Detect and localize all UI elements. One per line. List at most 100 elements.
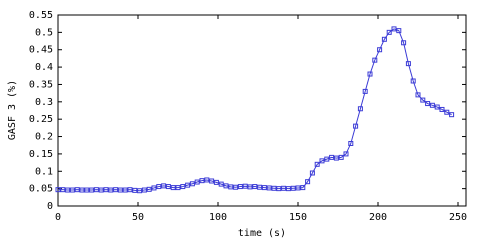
data-point bbox=[165, 184, 171, 190]
data-point bbox=[429, 102, 435, 108]
data-point bbox=[276, 186, 282, 192]
data-point bbox=[98, 187, 104, 193]
data-point bbox=[386, 29, 392, 35]
data-point bbox=[252, 184, 258, 190]
data-point bbox=[132, 187, 138, 193]
data-point bbox=[271, 185, 277, 191]
data-point bbox=[170, 185, 176, 191]
data-point bbox=[84, 187, 90, 193]
data-point bbox=[146, 186, 152, 192]
data-point bbox=[439, 106, 445, 112]
data-point bbox=[357, 106, 363, 112]
data-point bbox=[324, 156, 330, 162]
y-axis-label: GASF 3 (%) bbox=[7, 80, 18, 140]
y-tick-label: 0.15 bbox=[29, 149, 53, 160]
x-tick-label: 200 bbox=[369, 212, 387, 223]
plot-frame bbox=[57, 14, 467, 207]
data-point bbox=[242, 183, 248, 189]
x-tick-label: 0 bbox=[55, 212, 61, 223]
y-tick-label: 0.1 bbox=[35, 166, 53, 177]
data-point bbox=[305, 179, 311, 185]
y-tick-label: 0.2 bbox=[35, 132, 53, 143]
data-point bbox=[338, 154, 344, 160]
y-tick-label: 0.4 bbox=[35, 62, 53, 73]
data-point bbox=[55, 187, 61, 193]
data-point bbox=[108, 187, 114, 193]
data-point bbox=[189, 181, 195, 187]
data-point bbox=[396, 28, 402, 34]
data-point bbox=[122, 187, 128, 193]
data-point bbox=[209, 178, 215, 184]
data-point bbox=[185, 182, 191, 188]
data-point bbox=[93, 187, 99, 193]
data-point bbox=[401, 40, 407, 46]
data-point bbox=[237, 184, 243, 190]
data-point bbox=[233, 184, 239, 190]
data-point bbox=[180, 184, 186, 190]
data-point bbox=[420, 97, 426, 103]
data-point bbox=[79, 187, 85, 193]
data-point bbox=[449, 112, 455, 118]
y-tick-label: 0.25 bbox=[29, 114, 53, 125]
data-point bbox=[175, 185, 181, 191]
data-point bbox=[194, 179, 200, 185]
data-point bbox=[156, 184, 162, 190]
data-point bbox=[261, 185, 267, 191]
x-tick-label: 250 bbox=[449, 212, 467, 223]
data-point bbox=[113, 187, 119, 193]
data-point bbox=[353, 123, 359, 129]
data-point bbox=[314, 161, 320, 167]
data-point bbox=[391, 26, 397, 32]
data-point bbox=[372, 57, 378, 63]
data-point bbox=[381, 36, 387, 42]
y-tick-label: 0.45 bbox=[29, 45, 53, 56]
data-point bbox=[425, 101, 431, 107]
data-point bbox=[290, 185, 296, 191]
data-point bbox=[309, 170, 315, 176]
data-point bbox=[199, 178, 205, 184]
y-tick-label: 0.3 bbox=[35, 97, 53, 108]
data-point bbox=[405, 61, 411, 67]
data-point bbox=[151, 185, 157, 191]
data-point bbox=[377, 47, 383, 53]
data-point bbox=[117, 187, 123, 193]
data-point bbox=[60, 187, 66, 193]
data-point bbox=[434, 104, 440, 110]
y-tick-label: 0 bbox=[47, 201, 53, 212]
data-point bbox=[444, 109, 450, 115]
data-point bbox=[285, 186, 291, 192]
data-point bbox=[257, 184, 263, 190]
data-point bbox=[89, 187, 95, 193]
data-point bbox=[266, 185, 272, 191]
y-tick-label: 0.55 bbox=[29, 10, 53, 21]
data-point bbox=[141, 187, 147, 193]
data-point bbox=[74, 187, 80, 193]
data-point bbox=[300, 185, 306, 191]
data-point bbox=[223, 183, 229, 189]
data-point bbox=[362, 88, 368, 94]
y-tick-label: 0.05 bbox=[29, 184, 53, 195]
data-point bbox=[348, 140, 354, 146]
data-point bbox=[218, 181, 224, 187]
data-point bbox=[415, 92, 421, 98]
data-point bbox=[367, 71, 373, 77]
data-line bbox=[58, 28, 452, 192]
data-point bbox=[410, 78, 416, 84]
data-point bbox=[319, 158, 325, 164]
data-point bbox=[127, 187, 133, 193]
data-point bbox=[329, 154, 335, 160]
data-point bbox=[247, 184, 253, 190]
data-point bbox=[281, 185, 287, 191]
y-tick-label: 0.5 bbox=[35, 27, 53, 38]
data-point bbox=[69, 187, 75, 193]
data-point bbox=[295, 185, 301, 191]
y-tick-label: 0.35 bbox=[29, 79, 53, 90]
x-tick-label: 100 bbox=[209, 212, 227, 223]
data-point bbox=[213, 179, 219, 185]
x-tick-label: 50 bbox=[132, 212, 144, 223]
data-point bbox=[228, 184, 234, 190]
data-point bbox=[65, 187, 71, 193]
data-point bbox=[103, 187, 109, 193]
